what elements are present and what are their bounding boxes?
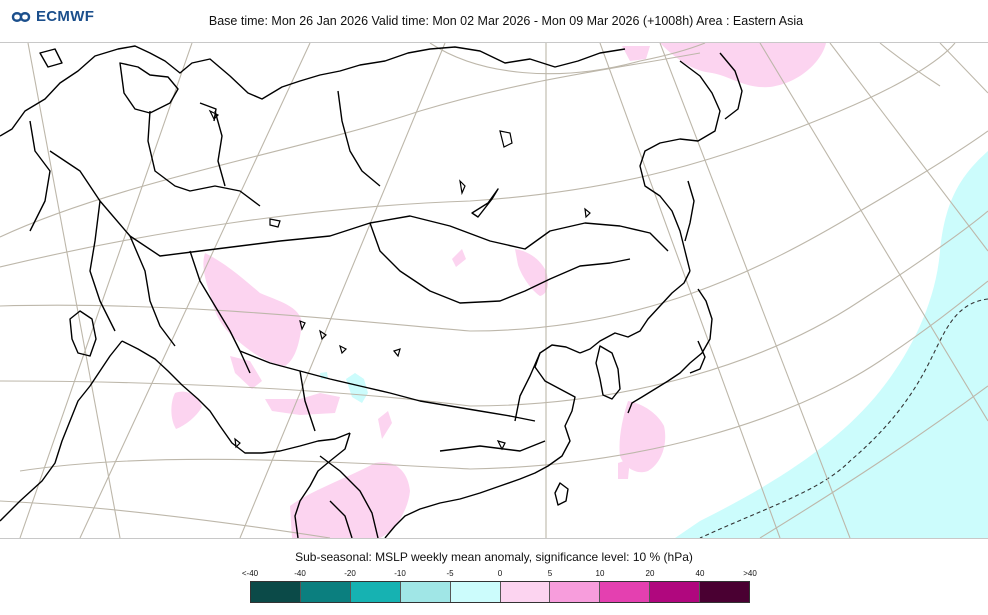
map-canvas: [0, 43, 988, 538]
legend-swatch: [500, 582, 551, 602]
positive-anomaly-iran: [171, 391, 202, 429]
positive-anomaly-kamchatka: [660, 43, 826, 88]
map-title: Base time: Mon 26 Jan 2026 Valid time: M…: [208, 14, 804, 28]
legend-label: 20: [645, 569, 655, 578]
legend-swatch: [700, 582, 750, 602]
legend-label: 5: [547, 569, 553, 578]
legend-swatch: [251, 582, 301, 602]
legend-label: -5: [446, 569, 454, 578]
legend-label: >40: [743, 569, 757, 578]
legend-swatch: [600, 582, 651, 602]
logo-text: ECMWF: [36, 8, 95, 25]
positive-anomaly-central-asia: [203, 253, 302, 366]
coastlines: [0, 45, 743, 538]
negative-anomaly-pacific: [675, 151, 988, 538]
legend-colorbar: [250, 581, 750, 603]
anomaly-minus-5-contour: [699, 298, 988, 538]
legend-swatch: [350, 582, 401, 602]
legend-swatch: [450, 582, 501, 602]
legend-swatch: [400, 582, 451, 602]
legend-swatch: [300, 582, 351, 602]
positive-anomaly-mongolia: [515, 249, 548, 296]
negative-anomaly-tibet: [346, 373, 368, 403]
legend-label: 0: [497, 569, 503, 578]
positive-anomaly-japan: [619, 401, 666, 473]
legend-label: 10: [595, 569, 605, 578]
legend-label: 40: [695, 569, 705, 578]
ecmwf-swirl-icon: [11, 11, 31, 22]
ecmwf-logo: ECMWF: [10, 8, 94, 25]
legend-label: -40: [294, 569, 306, 578]
legend-labels: <-40 -40 -20 -10 -5 0 5 10 20 40 >40: [228, 569, 776, 579]
legend-label: <-40: [241, 569, 259, 578]
legend-title: Sub-seasonal: MSLP weekly mean anomaly, …: [295, 550, 693, 564]
lakes: [208, 109, 591, 451]
legend-swatch: [650, 582, 701, 602]
positive-anomaly-southeast-asia: [290, 462, 410, 538]
legend-label: -20: [344, 569, 356, 578]
legend-swatch: [550, 582, 601, 602]
map-panel[interactable]: [0, 42, 988, 539]
legend-label: -10: [394, 569, 406, 578]
graticule: [0, 43, 988, 538]
